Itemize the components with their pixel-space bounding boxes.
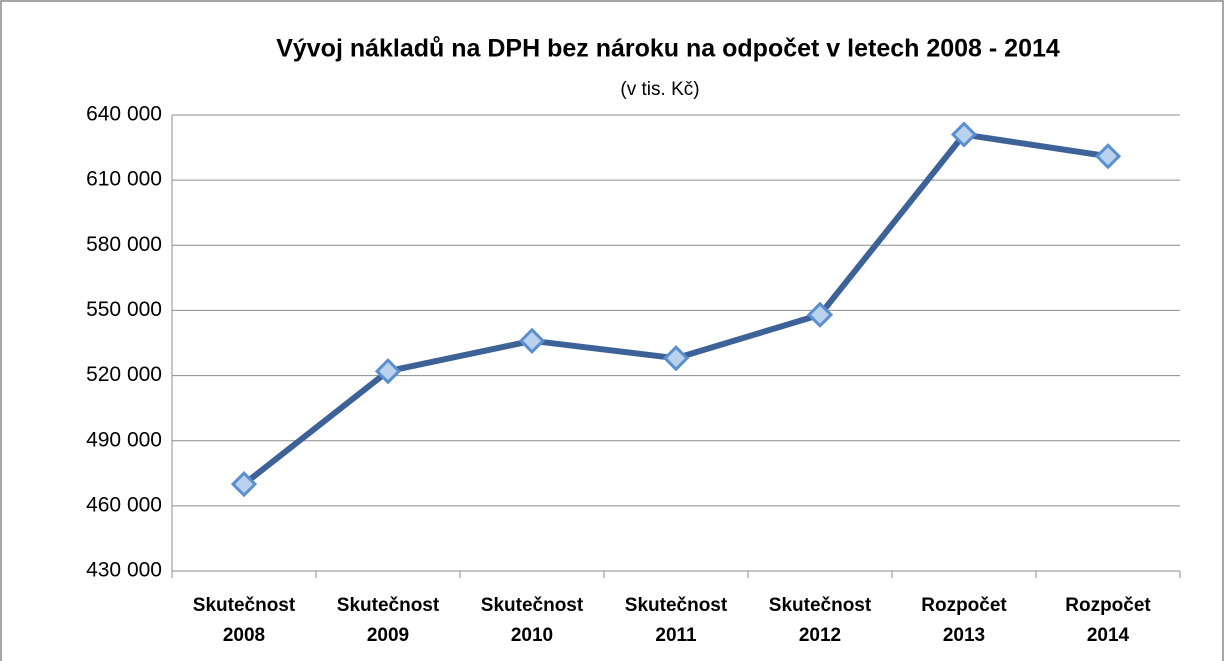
data-point [1094, 143, 1122, 170]
data-point [950, 121, 978, 148]
x-tick-label: Rozpočet 2014 [1065, 595, 1151, 646]
x-tick-label: Skutečnost 2009 [336, 595, 440, 646]
data-point [374, 358, 402, 385]
y-tick-label: 520 000 [86, 363, 162, 386]
x-tick-label: Skutečnost 2008 [192, 595, 296, 646]
x-tick-label: Skutečnost 2010 [480, 595, 584, 646]
chart-subtitle: (v tis. Kč) [620, 79, 699, 100]
y-tick-label: 550 000 [86, 298, 162, 321]
y-tick-label: 430 000 [86, 559, 162, 582]
data-point [806, 301, 834, 328]
x-tick-label: Skutečnost 2012 [768, 595, 872, 646]
data-point [662, 345, 690, 372]
x-tick-label: Rozpočet 2013 [921, 595, 1007, 646]
data-point [230, 471, 258, 498]
y-tick-label: 490 000 [86, 428, 162, 451]
y-tick-label: 640 000 [86, 103, 162, 126]
chart-title: Vývoj nákladů na DPH bez nároku na odpoč… [276, 35, 1060, 63]
y-tick-label: 610 000 [86, 168, 162, 191]
y-tick-label: 460 000 [86, 493, 162, 516]
x-tick-label: Skutečnost 2011 [624, 595, 728, 646]
y-tick-label: 580 000 [86, 233, 162, 256]
data-point [518, 327, 546, 354]
